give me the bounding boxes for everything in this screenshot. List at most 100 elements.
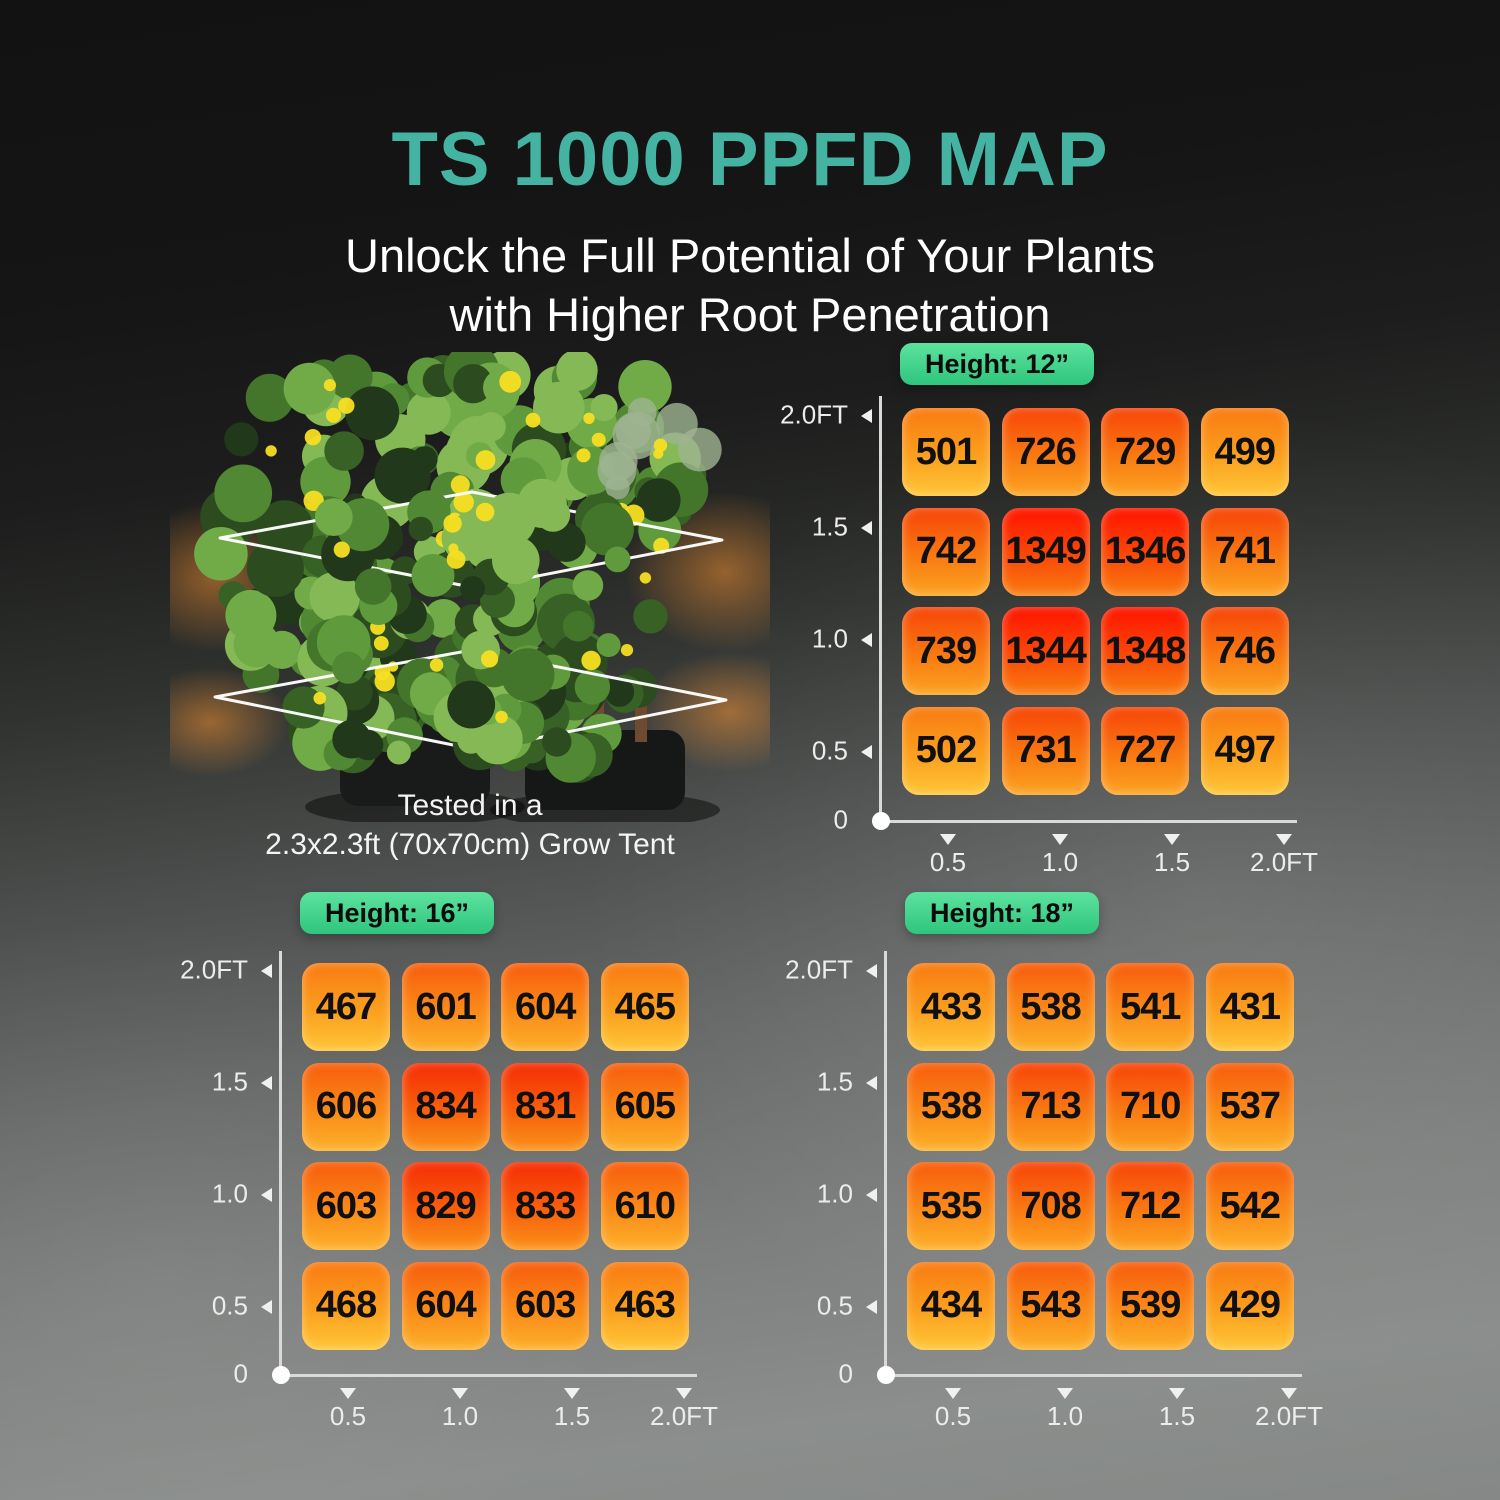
y-tick-label: 1.5 [816,1066,853,1097]
ppfd-cell: 501 [902,408,990,496]
ppfd-cell: 468 [302,1261,390,1350]
ppfd-cell: 541 [1106,963,1195,1051]
axis-origin-dot [877,1366,895,1384]
y-tick-triangle-icon [861,745,872,759]
ppfd-cell: 601 [401,963,490,1051]
y-tick-label: 0 [833,804,848,835]
ppfd-cell: 712 [1106,1162,1195,1250]
ppfd-cell: 434 [907,1261,995,1350]
ppfd-cell: 467 [302,963,390,1051]
y-tick-triangle-icon [861,521,872,535]
page-title: TS 1000 PPFD MAP [391,117,1109,202]
y-tick-triangle-icon [261,964,272,978]
ppfd-cell: 713 [1006,1062,1095,1151]
ppfd-cell: 1346 [1101,507,1190,596]
x-tick-triangle-icon [452,1388,468,1399]
height-badge: Height: 16” [300,892,495,934]
ppfd-cell: 746 [1200,607,1289,695]
x-tick-triangle-icon [676,1388,692,1399]
y-tick-triangle-icon [866,1188,877,1202]
page-subtitle: Unlock the Full Potential of Your Plants… [0,226,1500,344]
ppfd-cell: 429 [1205,1261,1294,1350]
y-tick-triangle-icon [866,1076,877,1090]
x-tick-triangle-icon [945,1388,961,1399]
x-tick-label: 0.5 [929,847,967,877]
y-tick-label: 0.5 [811,735,848,766]
x-tick-label: 1.5 [1158,1401,1196,1431]
ppfd-cell: 729 [1101,408,1190,496]
ppfd-cell: 497 [1200,706,1289,795]
height-badge: Height: 18” [905,892,1100,934]
x-tick-label: 1.5 [1153,847,1191,877]
ppfd-cell: 708 [1006,1162,1095,1250]
ppfd-cell: 605 [600,1062,689,1151]
y-tick-label: 1.5 [211,1066,248,1097]
subtitle-line-2: with Higher Root Penetration [449,288,1051,341]
ppfd-cell: 829 [401,1162,490,1250]
ppfd-cell: 537 [1205,1062,1294,1151]
height-badge: Height: 12” [900,343,1095,385]
x-tick-label: 1.0 [441,1401,479,1431]
ppfd-cell: 831 [501,1062,590,1151]
ppfd-cell: 727 [1101,706,1190,795]
y-tick-triangle-icon [861,633,872,647]
y-tick-triangle-icon [866,964,877,978]
x-tick-triangle-icon [564,1388,580,1399]
ppfd-cell: 834 [401,1062,490,1151]
y-axis-line [279,951,282,1376]
x-tick-label: 1.5 [553,1401,591,1431]
ppfd-cell: 606 [302,1062,390,1151]
x-axis-line [884,1374,1302,1377]
ppfd-cell: 603 [302,1162,390,1250]
ppfd-cell: 710 [1106,1062,1195,1151]
x-tick-label: 1.0 [1041,847,1079,877]
subtitle-line-1: Unlock the Full Potential of Your Plants [345,229,1155,282]
y-tick-triangle-icon [866,1300,877,1314]
ppfd-cell: 726 [1001,408,1090,496]
ppfd-cell: 502 [902,706,990,795]
x-tick-triangle-icon [1164,834,1180,845]
ppfd-cell: 535 [907,1162,995,1250]
x-axis-line [879,820,1297,823]
x-tick-triangle-icon [1052,834,1068,845]
y-tick-label: 0 [838,1358,853,1389]
ppfd-plane-upper [218,490,724,590]
y-tick-label: 1.0 [211,1178,248,1209]
ppfd-cell: 543 [1006,1261,1095,1350]
axis-origin-dot [272,1366,290,1384]
ppfd-cell: 499 [1200,408,1289,496]
x-tick-triangle-icon [940,834,956,845]
y-tick-label: 2.0FT [180,954,248,985]
ppfd-cell: 731 [1001,706,1090,795]
x-axis-line [279,1374,697,1377]
ppfd-cell: 542 [1205,1162,1294,1250]
y-tick-label: 0.5 [211,1290,248,1321]
x-tick-label: 1.0 [1046,1401,1084,1431]
x-tick-triangle-icon [1169,1388,1185,1399]
ppfd-cell: 1349 [1001,507,1090,596]
axis-origin-dot [872,812,890,830]
ppfd-cell: 465 [600,963,689,1051]
y-tick-label: 0 [233,1358,248,1389]
tent-caption-line-1: Tested in a [397,789,543,822]
y-tick-label: 1.5 [811,511,848,542]
tent-caption: Tested in a 2.3x2.3ft (70x70cm) Grow Ten… [170,786,770,864]
y-axis-line [879,396,882,822]
ppfd-cell: 431 [1205,963,1294,1051]
ppfd-cell: 538 [1006,963,1095,1051]
ppfd-cell: 538 [907,1062,995,1151]
ppfd-cell: 433 [907,963,995,1051]
ppfd-cell: 1344 [1001,607,1090,695]
y-tick-label: 1.0 [811,623,848,654]
x-tick-label: 0.5 [329,1401,367,1431]
ppfd-cell: 463 [600,1261,689,1350]
ppfd-cell: 833 [501,1162,590,1250]
ppfd-cell: 742 [902,507,990,596]
tent-caption-line-2: 2.3x2.3ft (70x70cm) Grow Tent [265,828,675,861]
x-tick-triangle-icon [1281,1388,1297,1399]
grow-tent-plants-photo [170,352,770,822]
x-tick-label: 2.0FT [650,1401,718,1431]
ppfd-cell: 539 [1106,1261,1195,1350]
ppfd-cell: 603 [501,1261,590,1350]
